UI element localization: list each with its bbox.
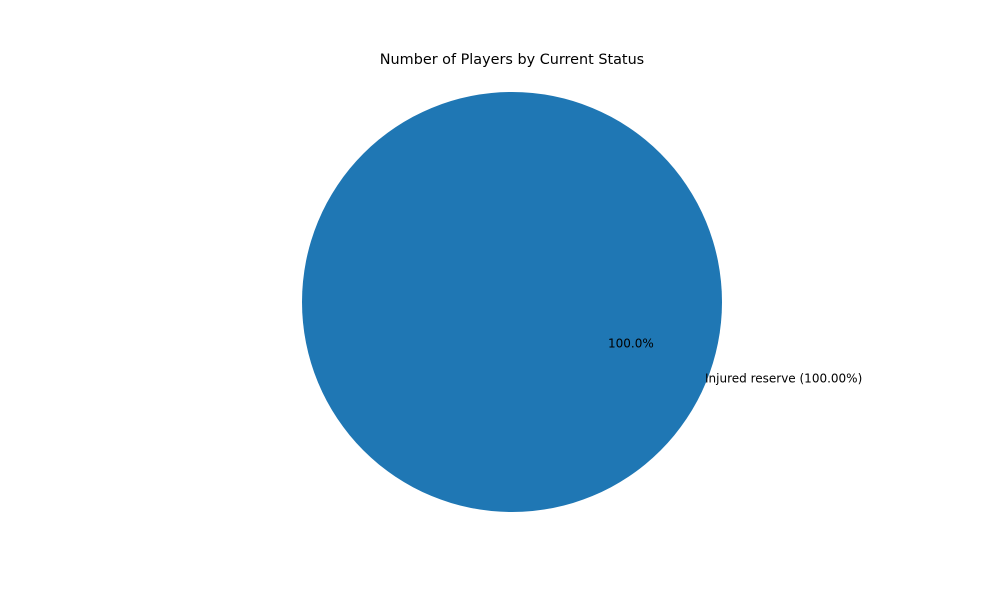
slice-label: Injured reserve (100.00%) [705, 371, 862, 385]
slice-percent-label: 100.0% [608, 337, 654, 351]
pie-labels: Injured reserve (100.00%) 100.0% [608, 337, 862, 386]
chart-title: Number of Players by Current Status [380, 52, 644, 68]
pie-slice [302, 92, 722, 512]
pie-slices [302, 92, 722, 512]
